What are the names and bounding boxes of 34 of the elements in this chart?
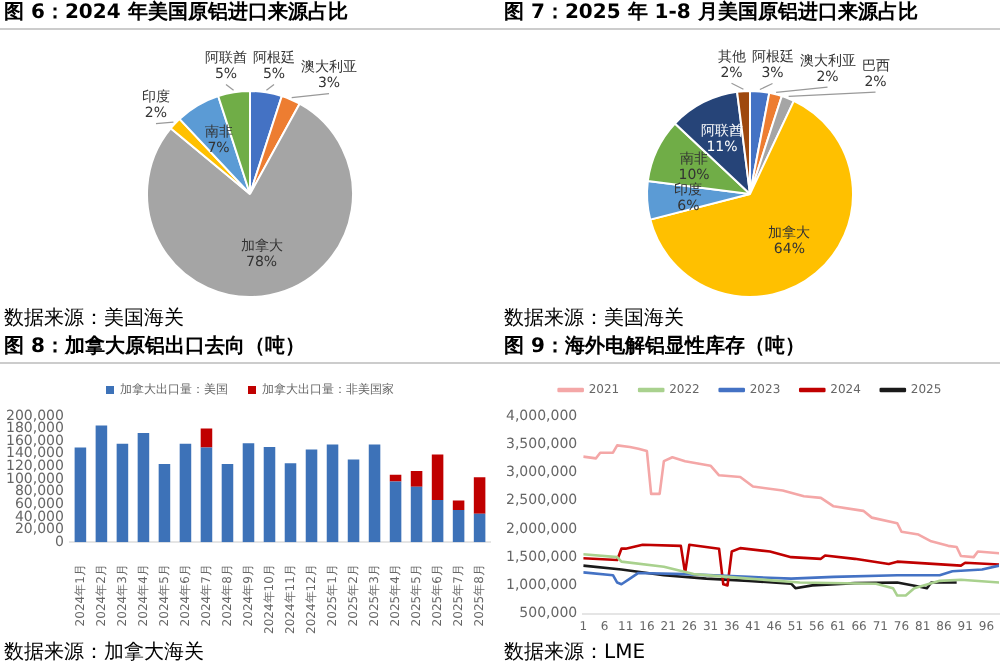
source-note: 数据来源：加拿大海关 — [4, 639, 204, 666]
bar — [221, 463, 234, 543]
bar — [368, 444, 381, 543]
bar — [326, 444, 339, 543]
bar — [95, 425, 108, 543]
bar — [74, 447, 87, 543]
bar — [452, 500, 465, 511]
bar — [431, 454, 444, 500]
bar — [305, 449, 318, 543]
bar — [347, 459, 360, 543]
chart-title: 图 8：加拿大原铝出口去向（吨） — [0, 334, 500, 364]
bar — [242, 443, 255, 543]
bar — [473, 477, 486, 514]
bar — [158, 463, 171, 543]
bar — [116, 443, 129, 543]
source-note: 数据来源：美国海关 — [504, 305, 684, 332]
chart-title: 图 7：2025 年 1-8 月美国原铝进口来源占比 — [500, 0, 1000, 30]
bar — [431, 499, 444, 543]
source-note: 数据来源：美国海关 — [4, 305, 184, 332]
bar — [200, 447, 213, 543]
bar — [200, 428, 213, 448]
bar — [452, 510, 465, 543]
source-note: 数据来源：LME — [504, 639, 646, 666]
bar — [410, 470, 423, 487]
bar — [389, 481, 402, 543]
bar — [284, 463, 297, 543]
bar — [137, 433, 150, 543]
bar — [410, 486, 423, 543]
bar — [473, 513, 486, 543]
chart-title: 图 6：2024 年美国原铝进口来源占比 — [0, 0, 500, 30]
bar — [389, 474, 402, 482]
chart-title: 图 9：海外电解铝显性库存（吨） — [500, 334, 1000, 364]
bar — [263, 446, 276, 543]
bar — [179, 443, 192, 543]
